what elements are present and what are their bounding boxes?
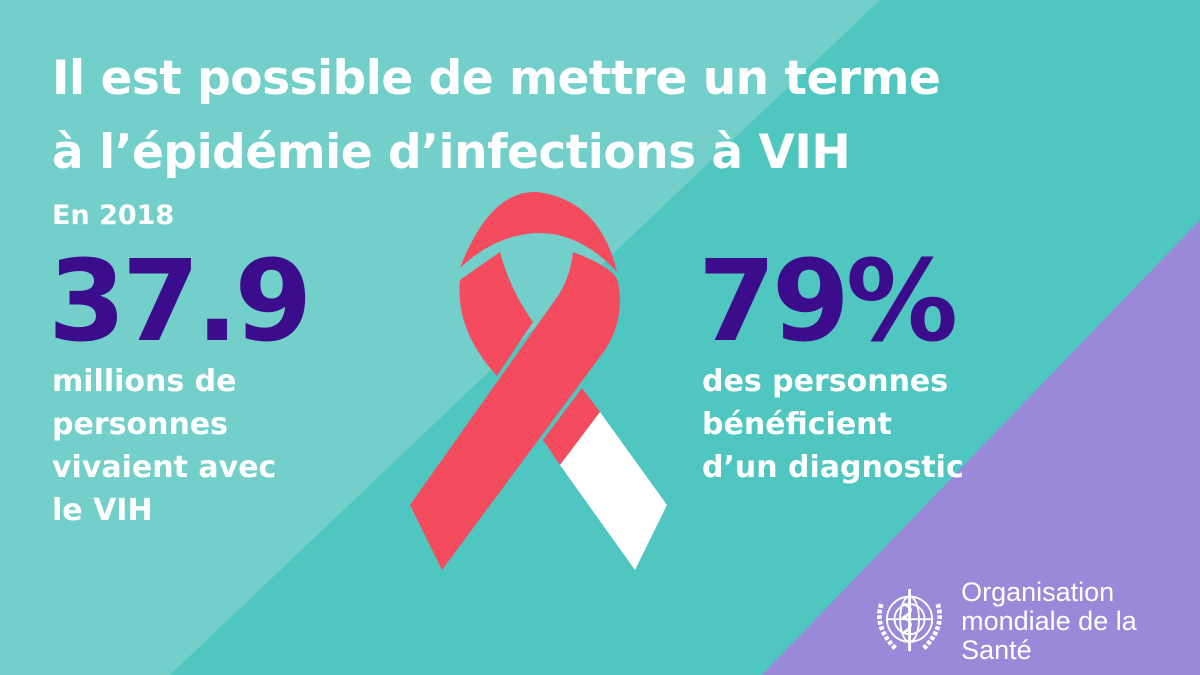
- logo-line-1: Organisation: [961, 577, 1115, 607]
- stat-diagnosed-description: des personnes bénéficient d’un diagnosti…: [702, 360, 964, 489]
- red-ribbon-icon: [410, 191, 667, 570]
- stat-people-living-value: 37.9: [48, 237, 312, 367]
- light-teal-panel: [0, 0, 880, 675]
- stat-diagnosed-value: 79%: [698, 237, 958, 367]
- year-label: En 2018: [52, 200, 175, 231]
- desc-line: le VIH: [52, 493, 153, 528]
- desc-line: des personnes: [702, 364, 949, 399]
- headline-line-2: à l’épidémie d’infections à VIH: [52, 125, 851, 180]
- stat-people-living-description: millions de personnes vivaient avec le V…: [52, 360, 276, 532]
- headline-line-1: Il est possible de mettre un terme: [52, 51, 941, 106]
- desc-line: personnes: [52, 407, 229, 442]
- headline: Il est possible de mettre un terme à l’é…: [52, 42, 941, 190]
- who-logo: Organisation mondiale de la Santé: [870, 578, 1200, 665]
- desc-line: d’un diagnostic: [702, 450, 964, 485]
- who-emblem-icon: [877, 588, 943, 651]
- desc-line: millions de: [52, 364, 237, 399]
- desc-line: bénéficient: [702, 407, 892, 442]
- purple-panel: [762, 220, 1200, 675]
- logo-line-2: mondiale de la Santé: [961, 606, 1137, 665]
- desc-line: vivaient avec: [52, 450, 277, 485]
